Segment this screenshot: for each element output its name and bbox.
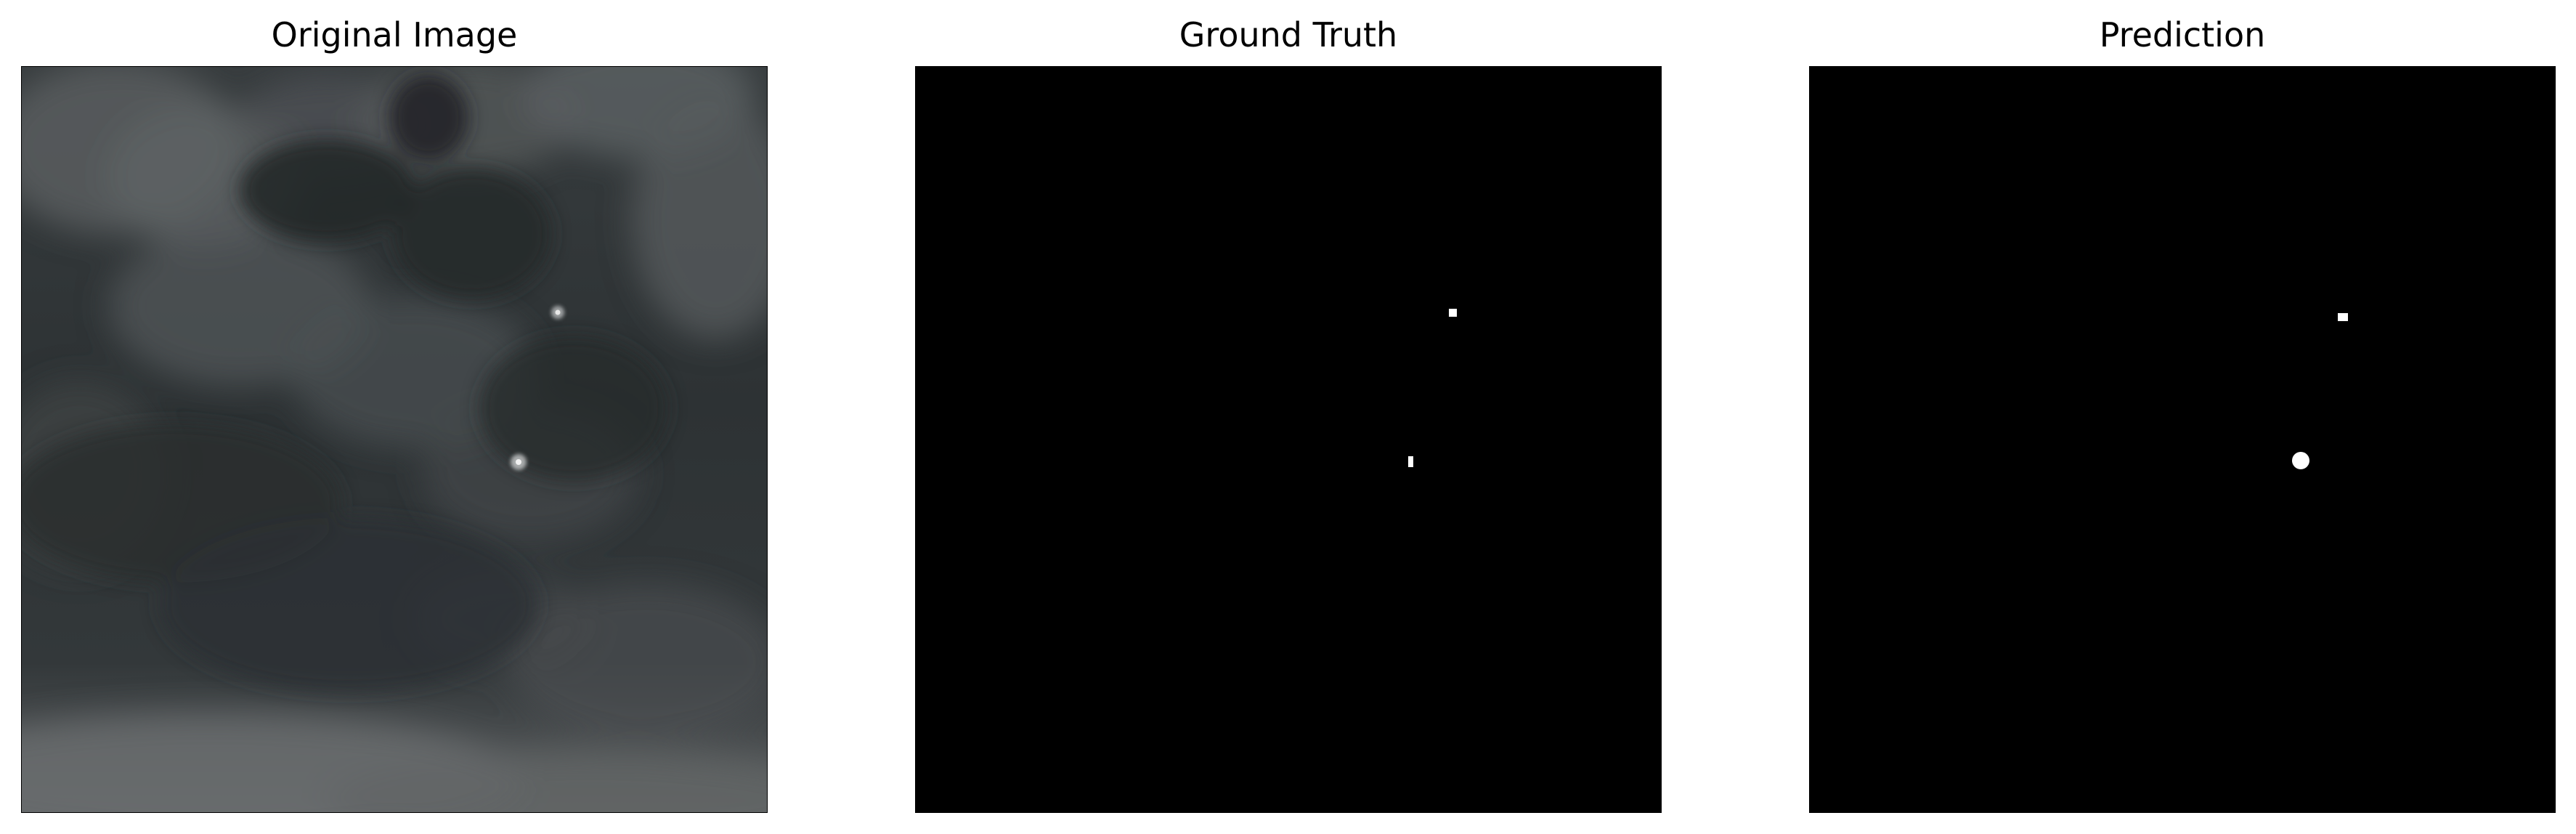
ground-truth-mask <box>916 67 1661 812</box>
prediction-frame <box>1809 66 2556 813</box>
original-image-frame <box>21 66 768 813</box>
panel-ground-truth: Ground Truth <box>915 0 1662 834</box>
bright-objects <box>511 306 564 470</box>
ground-truth-background <box>916 67 1661 812</box>
prediction-background <box>1810 67 2555 812</box>
prediction-blob-2 <box>2292 452 2309 469</box>
ground-truth-blob-2 <box>1408 456 1413 467</box>
cloud-layer <box>22 67 767 812</box>
panel-original: Original Image <box>21 0 768 834</box>
panel-title-ground-truth: Ground Truth <box>1179 15 1398 54</box>
panel-title-original: Original Image <box>271 15 518 54</box>
prediction-mask <box>1810 67 2555 812</box>
ground-truth-blob-1 <box>1449 309 1457 317</box>
ground-truth-frame <box>915 66 1662 813</box>
original-image <box>22 67 767 812</box>
prediction-blob-1 <box>2338 313 2348 321</box>
panel-prediction: Prediction <box>1809 0 2556 834</box>
panel-title-prediction: Prediction <box>2099 15 2266 54</box>
dark-cloud-gaps <box>22 74 668 692</box>
